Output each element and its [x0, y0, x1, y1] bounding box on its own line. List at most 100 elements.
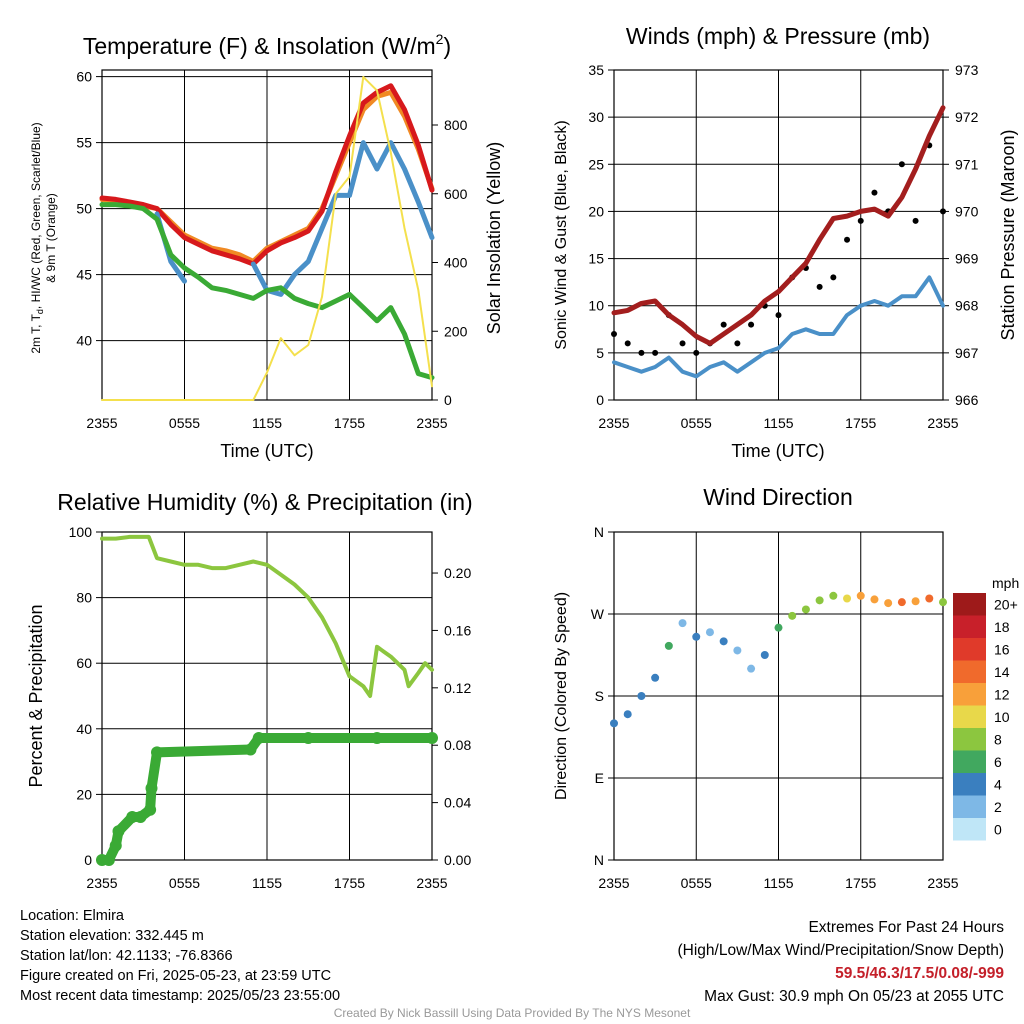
colorbar-swatch	[953, 683, 986, 706]
y2-tick-label: 800	[444, 117, 468, 133]
speed-colorbar: 20+ 18 16 14 12 10 8 6 4 2 0	[953, 593, 1018, 841]
gust-point	[830, 274, 837, 281]
temperature-title: Temperature (F) & Insolation (W/m2)	[83, 31, 451, 59]
gust-point	[679, 340, 686, 347]
humidity-title: Relative Humidity (%) & Precipitation (i…	[57, 489, 472, 515]
temperature-panel: Temperature (F) & Insolation (W/m2) 2355…	[29, 31, 504, 461]
direction-point	[678, 619, 687, 628]
x-tick-label: 1755	[334, 875, 365, 891]
gust-point	[940, 208, 946, 215]
direction-panel: Wind Direction 2355 0555 1155 1755 2355 N E S W N…	[553, 484, 1019, 891]
y2-tick-label: 971	[955, 156, 979, 172]
station-elevation: Station elevation: 332.445 m	[20, 928, 204, 944]
y-tick-label: S	[595, 688, 604, 704]
direction-point	[623, 710, 632, 719]
humidity-line	[100, 534, 434, 698]
x-tick-label: 1755	[845, 875, 876, 891]
direction-plot: 2355 0555 1155 1755 2355 N E S W N	[591, 524, 959, 891]
direction-point	[637, 692, 646, 700]
x-tick-label: 1155	[252, 415, 282, 431]
colorbar-tick-label: 0	[994, 821, 1002, 837]
precipitation-point	[302, 732, 315, 745]
direction-point	[801, 605, 810, 614]
x-tick-label: 0555	[681, 875, 712, 891]
colorbar-tick-label: 12	[994, 686, 1010, 702]
series-line-hi-wc	[154, 140, 435, 297]
y2-tick-label: 0.12	[444, 680, 471, 696]
y-tick-label: 0	[84, 852, 92, 868]
precipitation-point	[126, 810, 139, 823]
y-tick-label: 30	[588, 109, 604, 125]
station-latlon: Station lat/lon: 42.1133; -76.8366	[20, 948, 233, 964]
pressure-line	[611, 105, 946, 346]
y-tick-label: 55	[76, 135, 92, 151]
y2-tick-label: 0.08	[444, 737, 471, 753]
y-tick-label: N	[594, 524, 604, 540]
y-tick-label: N	[594, 852, 604, 868]
direction-point	[911, 597, 920, 606]
extremes-values: 59.5/46.3/17.5/0.08/-999	[835, 965, 1004, 982]
y-tick-label: 0	[596, 392, 604, 408]
x-tick-label: 2355	[416, 415, 447, 431]
direction-y-label: Direction (Colored By Speed)	[553, 592, 570, 800]
precipitation-point	[244, 743, 257, 756]
humidity-panel: Relative Humidity (%) & Precipitation (i…	[26, 489, 473, 891]
direction-point	[829, 591, 838, 600]
temperature-x-label: Time (UTC)	[220, 441, 313, 461]
y-tick-label: W	[591, 606, 605, 622]
precipitation-point	[102, 854, 115, 866]
temperature-y-label-line2: & 9m T (Orange)	[44, 193, 58, 283]
y-tick-label: 10	[588, 298, 604, 314]
station-info: Location: Elmira Station elevation: 332.…	[20, 906, 340, 1006]
precipitation-point	[371, 732, 383, 745]
y2-tick-label: 968	[955, 298, 979, 314]
y2-tick-label: 0.20	[444, 565, 471, 581]
precipitation-point	[109, 839, 122, 852]
gust-point	[844, 236, 851, 243]
y2-tick-label: 0	[444, 392, 452, 408]
direction-point	[664, 641, 673, 650]
plot-frame	[613, 69, 944, 401]
x-tick-label: 2355	[416, 875, 447, 891]
humidity-plot: 2355 0555 1155 1755 2355 0 20 40 60 80 100 0.00 0.04…	[69, 524, 472, 891]
y-tick-label: 45	[76, 267, 92, 283]
colorbar-swatch	[953, 728, 986, 751]
precipitation-point	[134, 810, 147, 823]
y-tick-label: 50	[76, 201, 92, 217]
precipitation-point	[145, 782, 158, 795]
y2-tick-label: 966	[955, 392, 979, 408]
y-tick-label: 15	[588, 251, 604, 267]
y-tick-label: 60	[76, 655, 92, 671]
wind-title: Winds (mph) & Pressure (mb)	[626, 23, 930, 49]
y-tick-label: 20	[76, 786, 92, 802]
direction-point	[843, 594, 852, 603]
precipitation-point	[151, 746, 163, 759]
series-line-td	[99, 202, 435, 381]
sonic-wind-line	[612, 275, 945, 379]
colorbar-swatch	[953, 705, 986, 728]
y2-tick-label: 970	[955, 203, 979, 219]
colorbar-swatch	[953, 818, 986, 841]
direction-point	[610, 719, 618, 728]
gust-point	[748, 321, 755, 328]
figure-created: Figure created on Fri, 2025-05-23, at 23…	[20, 968, 332, 984]
colorbar-tick-label: 16	[994, 641, 1010, 657]
y2-tick-label: 972	[955, 109, 979, 125]
wind-panel: Winds (mph) & Pressure (mb) 2355 0555 1155…	[553, 23, 1018, 461]
y2-tick-label: 0.04	[444, 795, 471, 811]
y-tick-label: 80	[76, 590, 92, 606]
y-tick-label: 60	[76, 69, 92, 85]
direction-point	[774, 623, 783, 632]
y2-tick-label: 200	[444, 323, 468, 339]
gust-point	[775, 312, 782, 319]
extremes-title: Extremes For Past 24 Hours	[808, 919, 1004, 936]
colorbar-tick-label: 20+	[994, 596, 1018, 612]
gust-point	[720, 321, 727, 328]
colorbar-swatch	[953, 773, 986, 796]
direction-point	[692, 632, 701, 641]
temperature-plot: 2355 0555 1155 1755 235540455055600200400600…	[76, 69, 467, 431]
x-tick-label: 2355	[927, 415, 958, 431]
gust-point	[734, 340, 741, 347]
wind-plot: 2355 0555 1155 1755 2355 0 5 10 15 20 25 30 35 966 967…	[588, 62, 978, 431]
x-tick-label: 1755	[334, 415, 365, 431]
